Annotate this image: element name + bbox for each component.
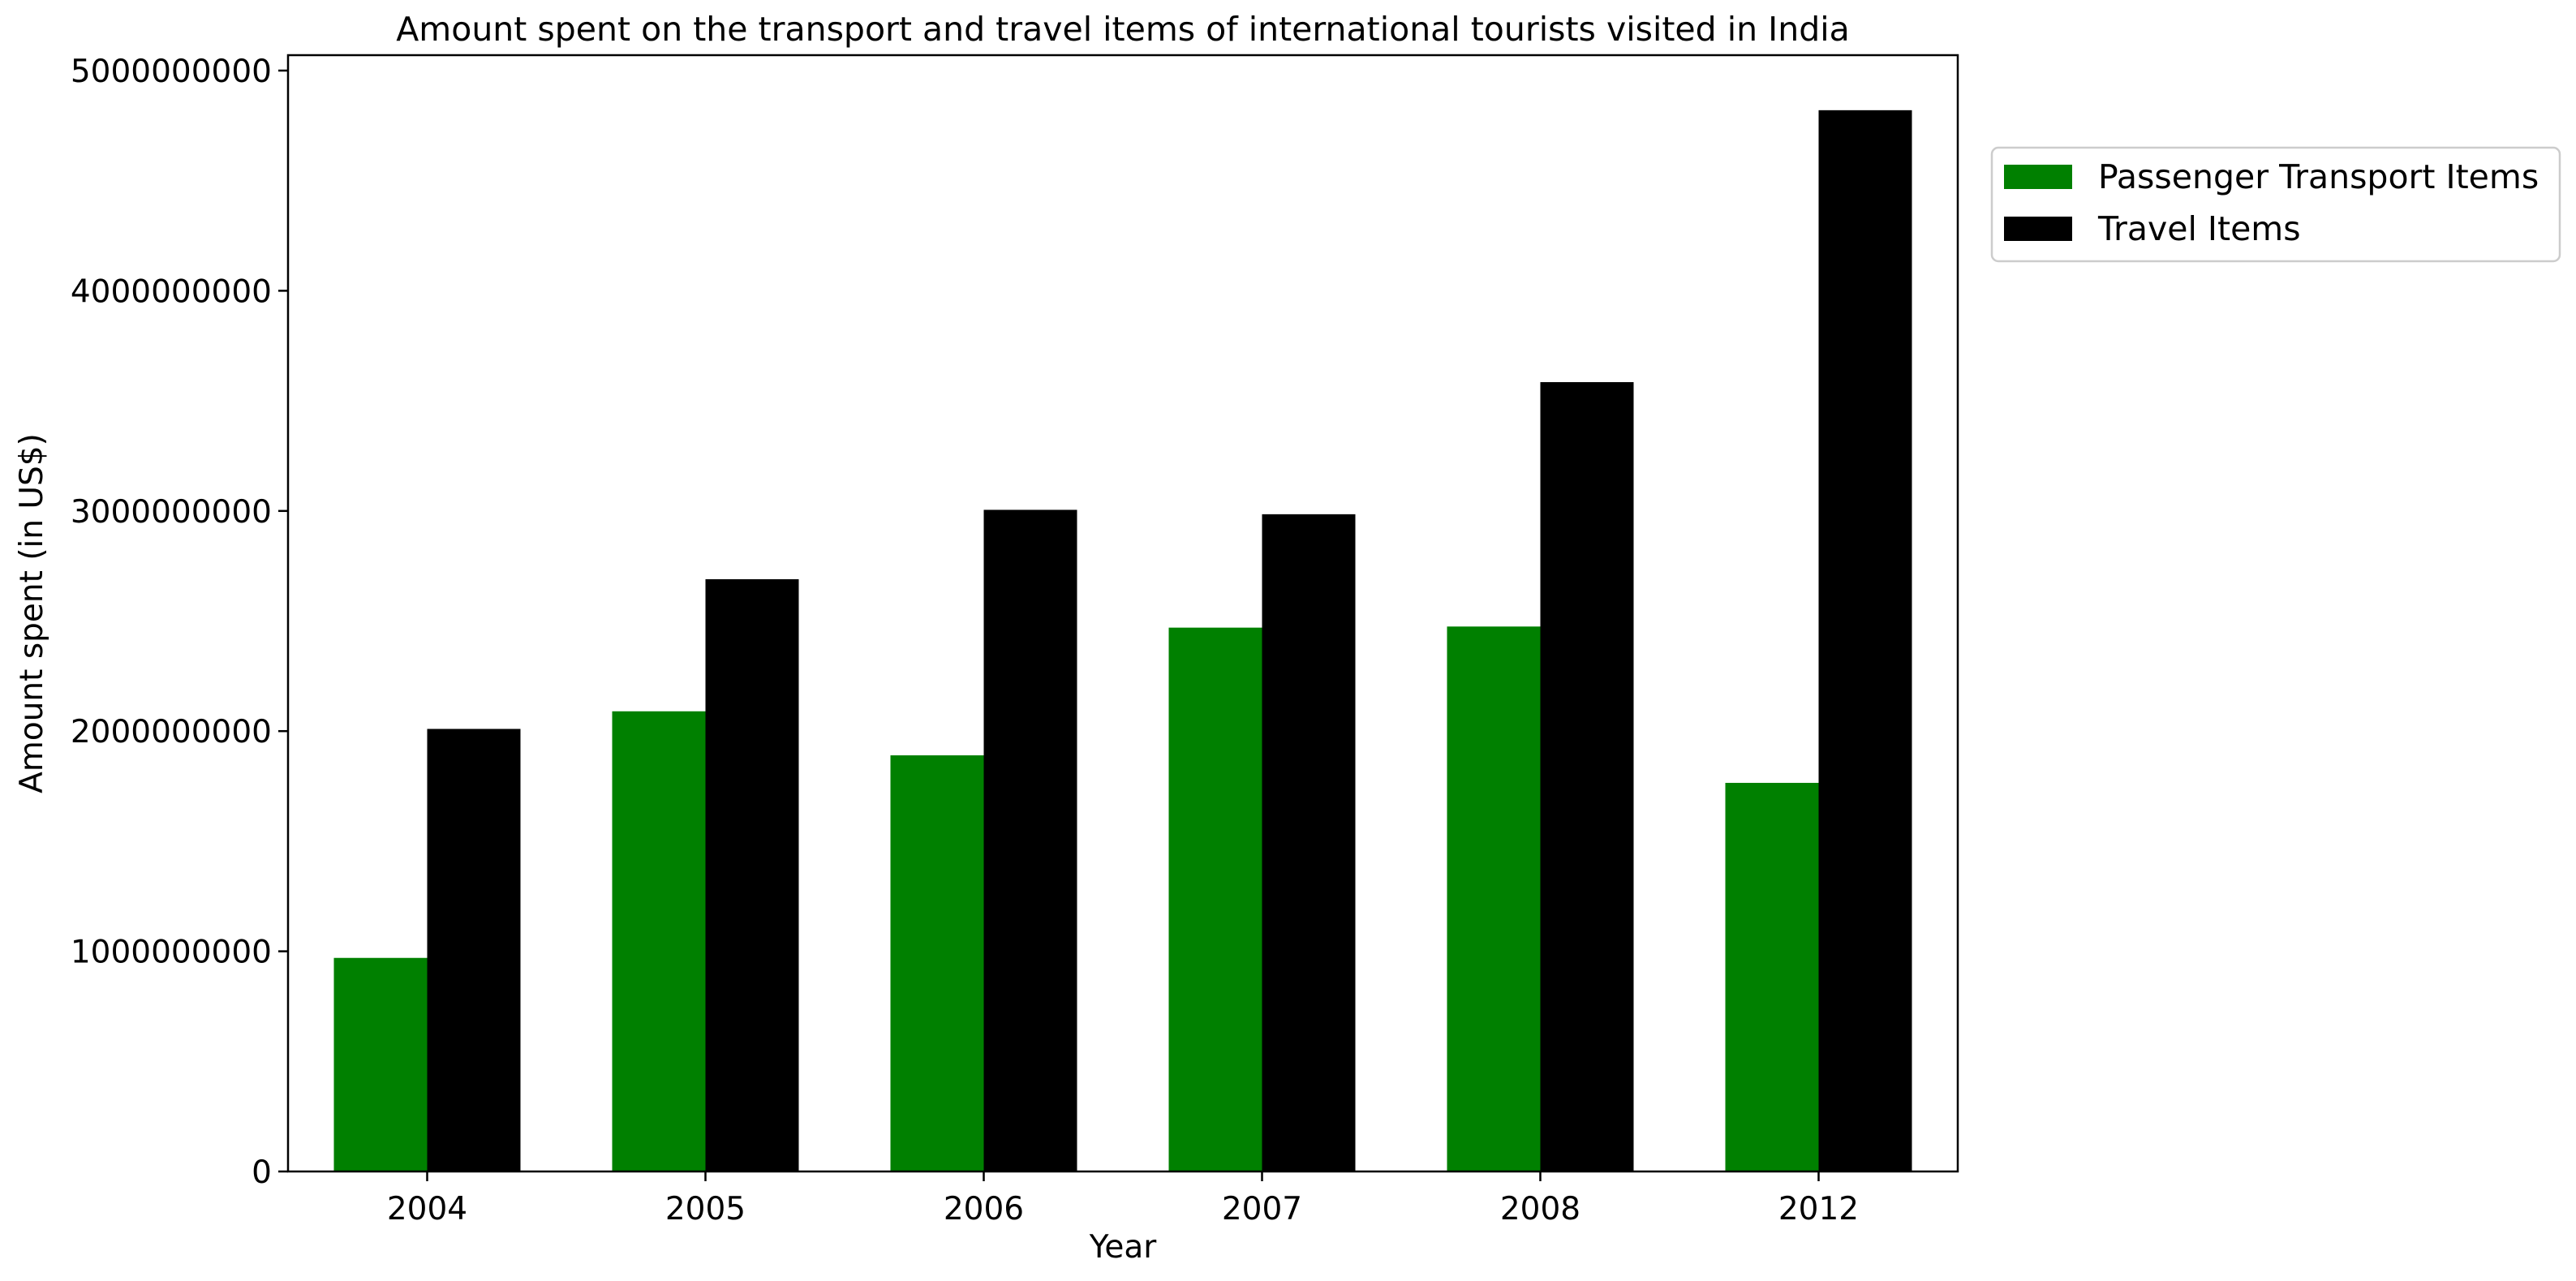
legend-frame bbox=[1990, 146, 2561, 263]
x-axis: 2004 2005 2006 2007 2008 2012 bbox=[387, 1171, 1859, 1227]
bar-travel-items-2004 bbox=[427, 729, 521, 1171]
x-axis-title: Year bbox=[1089, 1229, 1158, 1266]
y-tick-label: 3000000000 bbox=[71, 494, 272, 531]
y-tick-label: 5000000000 bbox=[71, 54, 272, 90]
bar-passenger-transport-2007 bbox=[1168, 627, 1262, 1171]
legend-label-travel-items: Travel Items bbox=[2097, 209, 2301, 248]
x-tick-label: 2012 bbox=[1778, 1191, 1859, 1227]
plot-area-frame bbox=[286, 54, 1959, 1173]
x-tick-label: 2008 bbox=[1500, 1191, 1580, 1227]
bar-travel-items-2006 bbox=[983, 509, 1077, 1171]
bar-travel-items-2005 bbox=[705, 578, 799, 1171]
legend-swatch-passenger-transport bbox=[2004, 165, 2072, 189]
bars-group bbox=[333, 110, 1912, 1172]
bar-travel-items-2008 bbox=[1540, 382, 1634, 1172]
bar-passenger-transport-2008 bbox=[1447, 626, 1541, 1171]
y-tick-label: 0 bbox=[252, 1154, 272, 1191]
x-tick-label: 2006 bbox=[944, 1191, 1024, 1227]
chart-title: Amount spent on the transport and travel… bbox=[396, 10, 1850, 49]
x-tick-label: 2004 bbox=[387, 1191, 467, 1227]
bar-passenger-transport-2004 bbox=[333, 957, 428, 1171]
bar-travel-items-2012 bbox=[1818, 110, 1912, 1171]
bar-passenger-transport-2005 bbox=[612, 711, 706, 1171]
y-tick-label: 4000000000 bbox=[71, 273, 272, 310]
legend-label-passenger-transport: Passenger Transport Items bbox=[2098, 157, 2539, 196]
bar-passenger-transport-2006 bbox=[890, 755, 984, 1171]
legend-swatch-travel-items bbox=[2004, 217, 2072, 241]
y-tick-label: 1000000000 bbox=[71, 935, 272, 971]
bar-travel-items-2007 bbox=[1262, 514, 1356, 1171]
x-tick-label: 2007 bbox=[1222, 1191, 1302, 1227]
legend: Passenger Transport Items Travel Items bbox=[1990, 146, 2561, 263]
y-tick-label: 2000000000 bbox=[71, 714, 272, 750]
y-axis: 0 1000000000 2000000000 3000000000 400000000… bbox=[71, 54, 288, 1191]
bar-passenger-transport-2012 bbox=[1725, 782, 1819, 1171]
x-tick-label: 2005 bbox=[665, 1191, 746, 1227]
y-axis-title: Amount spent (in US$) bbox=[14, 433, 50, 793]
